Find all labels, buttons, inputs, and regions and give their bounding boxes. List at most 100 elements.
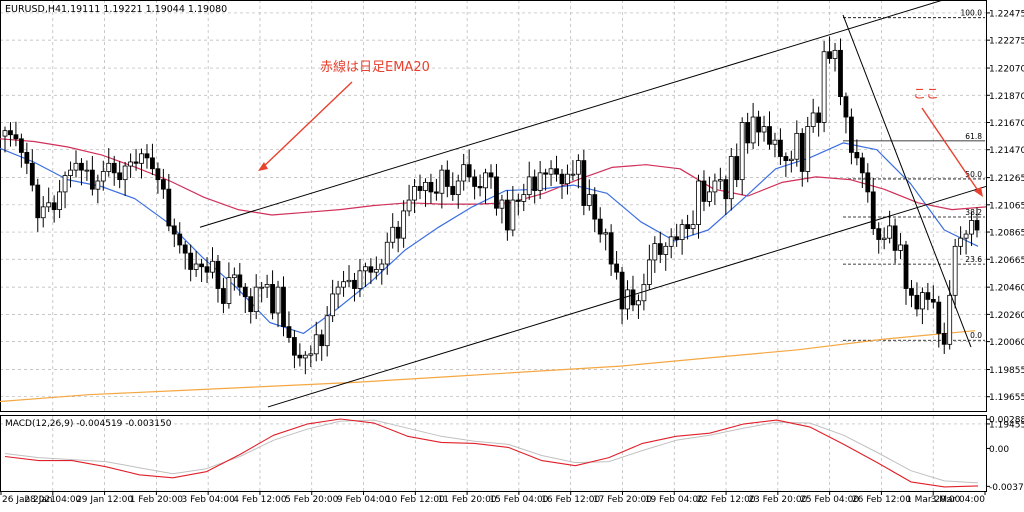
candle-up xyxy=(526,176,532,196)
channel-upper-line[interactable] xyxy=(199,0,944,228)
candle-up xyxy=(335,286,341,295)
time-tick-label: 1 Feb 20:00 xyxy=(130,495,184,505)
candle-up xyxy=(772,139,778,145)
fib-level-label: 38.2 xyxy=(965,208,982,217)
candle-down xyxy=(450,186,456,196)
candle-down xyxy=(608,232,614,265)
candle-up xyxy=(575,160,581,175)
candle-up xyxy=(84,169,90,172)
candle-up xyxy=(384,241,390,265)
macd-signal-polyline xyxy=(4,419,979,484)
descending-trend-line[interactable] xyxy=(842,14,972,348)
trend-channel-lines[interactable] xyxy=(199,0,987,408)
candle-up xyxy=(406,199,412,212)
ema-note-arrow-line xyxy=(261,81,353,169)
time-tick-label: 3 Mar 04:00 xyxy=(931,495,986,505)
candle-down xyxy=(827,51,832,59)
price-tick-label: 1.20665 xyxy=(989,256,1024,266)
candle-down xyxy=(701,180,707,202)
candle-down xyxy=(849,116,854,153)
price-tick-label: 1.21470 xyxy=(989,146,1024,156)
candle-down xyxy=(472,176,478,187)
candle-up xyxy=(696,180,701,225)
time-tick-label: 5 Feb 20:00 xyxy=(285,495,339,505)
candle-down xyxy=(29,162,35,186)
candle-down xyxy=(783,156,789,161)
candle-down xyxy=(89,169,95,190)
candle-up xyxy=(548,168,554,175)
candle-down xyxy=(876,228,882,240)
fibonacci-retracement[interactable]: 100.0 61.8 50.0 38.2 23.6 0.0 xyxy=(843,9,985,341)
candle-down xyxy=(778,139,783,157)
candle-up xyxy=(2,130,8,137)
candle-up xyxy=(570,173,576,176)
time-tick-label: 26 Jan 2021 xyxy=(2,495,56,505)
macd-tick-label: -0.003739 xyxy=(989,483,1024,493)
candle-up xyxy=(461,164,467,182)
price-tick-label: 1.21670 xyxy=(989,119,1024,129)
price-tick-label: 1.20865 xyxy=(989,229,1024,239)
time-tick-label: 17 Feb 20:00 xyxy=(593,495,652,505)
candle-up xyxy=(652,243,658,261)
symbol-title: EURUSD,H4 xyxy=(5,4,61,15)
candle-up xyxy=(717,179,723,182)
candle-up xyxy=(788,158,794,161)
candle-up xyxy=(302,354,308,359)
candle-up xyxy=(805,126,811,172)
candle-up xyxy=(750,116,756,144)
price-tick-label: 1.20460 xyxy=(989,284,1024,294)
candle-down xyxy=(133,161,139,164)
candle-up xyxy=(100,171,106,182)
here-note-arrow-line xyxy=(921,107,980,193)
candle-down xyxy=(166,188,172,227)
time-tick-label: 3 Feb 04:00 xyxy=(181,495,235,505)
candle-up xyxy=(373,269,379,273)
candle-down xyxy=(974,220,980,231)
candle-down xyxy=(444,169,450,187)
candle-down xyxy=(925,292,931,300)
candle-up xyxy=(641,284,647,302)
candle-down xyxy=(242,286,248,298)
candle-down xyxy=(155,168,161,181)
fib-level-label: 0.0 xyxy=(970,331,982,340)
candle-up xyxy=(794,132,800,160)
candle-up xyxy=(324,315,330,347)
candle-down xyxy=(18,138,24,153)
candle-down xyxy=(171,225,177,235)
candle-up xyxy=(963,233,969,239)
candle-down xyxy=(286,326,292,338)
candle-up xyxy=(259,286,265,289)
candle-down xyxy=(270,284,275,314)
candle-down xyxy=(477,186,483,189)
candle-down xyxy=(281,286,286,328)
candle-down xyxy=(674,236,680,240)
candle-up xyxy=(363,266,368,272)
candle-down xyxy=(51,202,57,210)
channel-lower-line[interactable] xyxy=(267,185,987,408)
price-tick-label: 1.21265 xyxy=(989,174,1024,184)
time-tick-label: 16 Feb 12:00 xyxy=(541,495,600,505)
candle-up xyxy=(679,224,685,240)
candle-down xyxy=(433,191,439,194)
candle-down xyxy=(417,186,423,191)
candle-up xyxy=(68,169,73,176)
candle-up xyxy=(330,293,336,317)
candle-up xyxy=(106,162,112,172)
candle-up xyxy=(439,169,445,194)
candle-up xyxy=(499,199,505,209)
candle-up xyxy=(947,294,953,345)
candle-up xyxy=(346,279,352,283)
candle-down xyxy=(745,122,751,144)
price-tick-label: 1.20060 xyxy=(989,338,1024,348)
candle-up xyxy=(423,181,428,191)
candle-up xyxy=(603,232,609,235)
candle-down xyxy=(756,116,761,133)
candle-up xyxy=(401,210,407,239)
candle-up xyxy=(646,259,652,285)
time-tick-label: 28 Jan 04:00 xyxy=(24,495,81,505)
macd-lines xyxy=(4,418,979,488)
time-tick-label: 22 Feb 12:00 xyxy=(697,495,756,505)
candle-down xyxy=(614,263,619,273)
